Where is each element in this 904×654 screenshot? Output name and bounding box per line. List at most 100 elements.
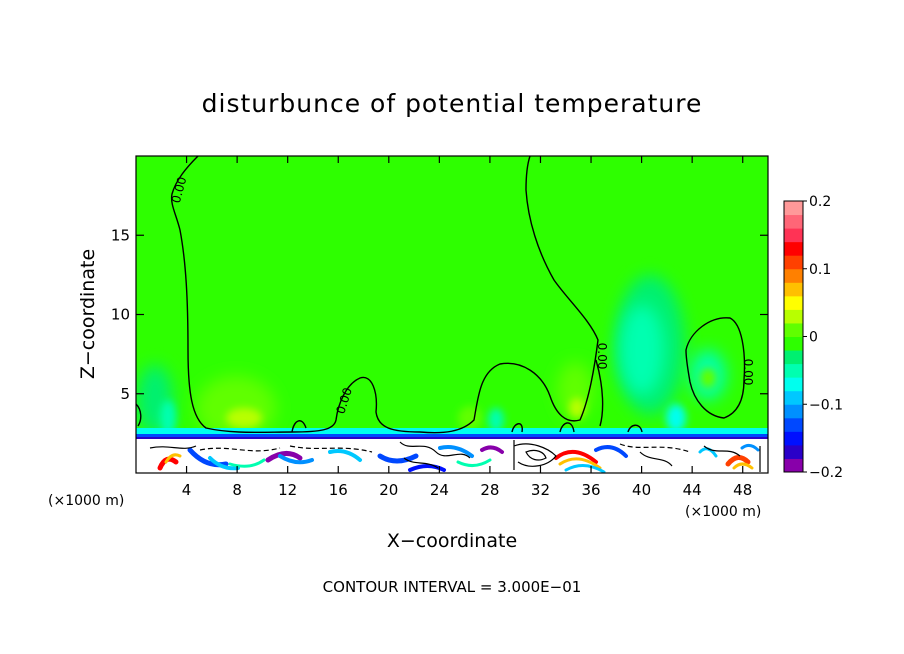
colorbar-swatch: [784, 309, 803, 324]
cool-blob: [666, 404, 686, 432]
colorbar-swatch: [784, 322, 803, 337]
colorbar-swatch: [784, 350, 803, 365]
x-tick-label: 44: [683, 481, 702, 499]
x-tick-label: 28: [480, 481, 499, 499]
zero-contour: [291, 420, 307, 433]
x-tick-label: 48: [733, 481, 752, 499]
streak: [377, 453, 419, 464]
zero-contour: [685, 317, 746, 419]
streak: [564, 464, 606, 473]
streak: [480, 445, 504, 454]
streak: [408, 464, 446, 472]
colorbar-swatch: [784, 404, 803, 419]
streak: [558, 457, 602, 470]
colorbar-swatch: [784, 255, 803, 270]
cool-blob: [700, 368, 716, 388]
colorbar-swatch: [784, 431, 803, 446]
colorbar-tick-label: 0.2: [809, 194, 831, 210]
colorbar-swatch: [784, 390, 803, 405]
x-axis: 4 8 12 16 20 24 28 32 36 40 44 48: [182, 156, 752, 499]
y-axis: 5 10 15: [111, 226, 768, 403]
lower-contour: [513, 440, 557, 470]
colorbar-swatch: [784, 336, 803, 351]
cool-blob: [620, 305, 664, 395]
contour-label: 0.00: [741, 359, 755, 386]
colorbar-tick-label: 0: [809, 330, 818, 346]
lower-contour-dashed: [199, 447, 281, 452]
colorbar-swatch: [784, 214, 803, 229]
zero-contour: [511, 423, 523, 433]
zero-contour: [136, 403, 142, 427]
colorbar-swatch: [784, 268, 803, 283]
warm-blob: [226, 408, 262, 428]
x-tick-label: 16: [329, 481, 348, 499]
zero-contour: [627, 424, 643, 433]
lower-contour: [703, 445, 741, 457]
cool-blob: [488, 408, 504, 432]
lower-layer-streaks: [157, 443, 760, 473]
boundary-band-blue: [136, 434, 768, 437]
y-tick-label: 5: [120, 385, 130, 403]
contour-interval-note: CONTOUR INTERVAL = 3.000E−01: [323, 578, 582, 596]
zero-contour: [170, 156, 599, 434]
colorbar-swatch: [784, 363, 803, 378]
contour-label: 0.00: [169, 175, 189, 204]
plot-area: [136, 156, 768, 473]
colorbar-swatch: [784, 241, 803, 256]
cool-blob: [160, 400, 176, 436]
x-tick-label: 24: [430, 481, 449, 499]
colorbar-swatch: [784, 444, 803, 459]
x-tick-label: 12: [278, 481, 297, 499]
lower-contour: [149, 445, 197, 449]
streak: [228, 458, 266, 468]
x-tick-label: 4: [182, 481, 192, 499]
chart-title: disturbunce of potential temperature: [202, 89, 703, 118]
contour-labels: 0.00 0.00 0.00 0.00: [169, 175, 755, 415]
streak: [554, 450, 598, 464]
x-tick-label: 20: [379, 481, 398, 499]
colorbar-swatch: [784, 282, 803, 297]
streak: [456, 458, 492, 467]
streak: [265, 451, 303, 463]
streak: [740, 443, 760, 452]
lower-contour: [403, 457, 439, 469]
colorbar-swatch: [784, 458, 803, 473]
y-tick-label: 15: [111, 226, 130, 244]
streak: [438, 445, 474, 458]
contour-lines: [136, 156, 746, 434]
contour-label: 0.00: [595, 343, 609, 370]
lower-contour: [399, 441, 471, 459]
y-axis-label: Z−coordinate: [77, 249, 99, 379]
zero-contour: [559, 422, 575, 433]
x-unit-right: (×1000 m): [685, 504, 761, 520]
colorbar-tick-label: 0.1: [809, 262, 831, 278]
streak: [328, 449, 362, 462]
lower-contour: [639, 451, 673, 467]
colorbar: 0.2 0.1 0 −0.1 −0.2: [783, 194, 843, 481]
boundary-band-cyan: [136, 428, 768, 436]
colorbar-swatch: [784, 295, 803, 310]
warm-blob: [569, 398, 585, 418]
colorbar-swatch: [784, 377, 803, 392]
streak: [164, 453, 182, 464]
lower-contour: [525, 449, 547, 461]
x-tick-label: 32: [531, 481, 550, 499]
x-tick-label: 8: [232, 481, 242, 499]
streak: [594, 445, 628, 458]
colorbar-tick-label: −0.1: [809, 397, 843, 413]
colorbar-swatch: [784, 228, 803, 243]
colorbar-swatch: [784, 201, 803, 216]
x-unit-left: (×1000 m): [48, 493, 124, 509]
x-axis-label: X−coordinate: [387, 530, 517, 552]
lower-layer-contours: [149, 440, 761, 472]
streak: [278, 454, 314, 465]
streak: [725, 455, 751, 467]
colorbar-swatch: [784, 417, 803, 432]
x-tick-label: 40: [632, 481, 651, 499]
x-tick-label: 36: [581, 481, 600, 499]
warm-blob: [458, 406, 482, 430]
lower-contour-dashed: [289, 445, 373, 453]
boundary-band-navy: [136, 437, 768, 439]
anomaly-blobs: [137, 275, 726, 440]
